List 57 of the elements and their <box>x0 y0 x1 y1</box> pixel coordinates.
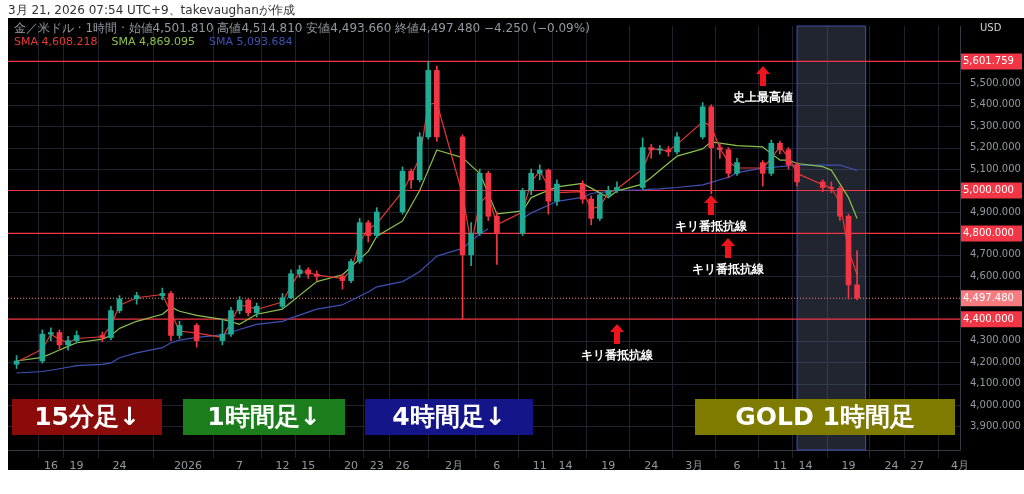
x-tick-label: 14 <box>798 459 813 473</box>
x-tick-label: 24 <box>644 459 659 473</box>
x-tick-label: 16 <box>43 459 58 473</box>
x-tick-label: 12 <box>275 459 290 473</box>
x-tick-label: 23 <box>369 459 384 473</box>
x-tick-label: 19 <box>69 459 84 473</box>
caption-box: 4時間足↓ <box>365 399 533 435</box>
chart-subtitle: 3月 21, 2026 07:54 UTC+9、takevaughanが作成 <box>8 2 295 19</box>
y-tick-label: 4,100.000 <box>970 377 1021 389</box>
x-tick-label: 11 <box>772 459 787 473</box>
caption-box: GOLD 1時間足 <box>695 399 955 435</box>
x-tick-label: 6 <box>493 459 501 473</box>
x-tick-label: 19 <box>841 459 856 473</box>
x-tick-label: 27 <box>910 459 925 473</box>
caption-box: 1時間足↓ <box>183 399 345 435</box>
x-tick-label: 26 <box>395 459 410 473</box>
ref-line-label: 5,000.000 <box>963 184 1014 196</box>
x-tick-label: 14 <box>558 459 573 473</box>
annotation: キリ番抵抗線 <box>692 261 765 279</box>
y-tick-label: 5,400.000 <box>970 98 1021 110</box>
annotation: キリ番抵抗線 <box>675 218 748 236</box>
x-tick-label: 2月 <box>444 459 463 473</box>
chart-title: 金／米ドル · 1時間 · 始値4,501.810 高値4,514.810 安値4,493.660 終値4,497.480 −4.250 (−0.09%) <box>14 20 590 37</box>
y-tick-label: 5,500.000 <box>970 76 1021 88</box>
y-tick-label: 4,200.000 <box>970 355 1021 367</box>
x-tick-label: 4月 <box>951 459 969 473</box>
x-tick-label: 2026 <box>174 459 203 473</box>
y-axis-title: USD <box>980 22 1002 33</box>
x-tick-label: 7 <box>236 459 244 473</box>
x-tick-label: 24 <box>112 459 127 473</box>
x-tick-label: 15 <box>301 459 316 473</box>
annotation: キリ番抵抗線 <box>580 347 653 365</box>
y-tick-label: 5,300.000 <box>970 119 1021 131</box>
y-tick-label: 4,600.000 <box>970 269 1021 281</box>
ref-line-label: 4,800.000 <box>963 226 1014 238</box>
text: SMA 4,869.095 <box>111 35 195 48</box>
caption-box: 15分足↓ <box>12 399 162 435</box>
x-tick-label: 11 <box>532 459 547 473</box>
ref-line-label: 4,400.000 <box>963 312 1014 324</box>
x-tick-label: 20 <box>344 459 359 473</box>
y-tick-label: 4,000.000 <box>970 398 1021 410</box>
x-tick-label: 19 <box>601 459 616 473</box>
candlestick <box>48 327 54 341</box>
ref-line-label: 5,601.759 <box>963 55 1014 67</box>
y-tick-label: 4,300.000 <box>970 334 1021 346</box>
y-tick-label: 5,100.000 <box>970 162 1021 174</box>
x-tick-label: 6 <box>733 459 741 473</box>
text: SMA 4,608.218 <box>14 35 98 48</box>
y-tick-label: 3,900.000 <box>970 420 1021 431</box>
x-tick-label: 24 <box>884 459 899 473</box>
annotation: 史上最高値 <box>732 89 793 107</box>
x-tick-label: 3月 <box>685 459 704 473</box>
text: SMA 5,093.684 <box>208 35 293 48</box>
ref-line-label: 4,497.480 <box>963 291 1014 303</box>
y-tick-label: 4,900.000 <box>970 205 1021 217</box>
y-tick-label: 5,200.000 <box>970 141 1021 153</box>
y-tick-label: 4,700.000 <box>970 248 1021 260</box>
